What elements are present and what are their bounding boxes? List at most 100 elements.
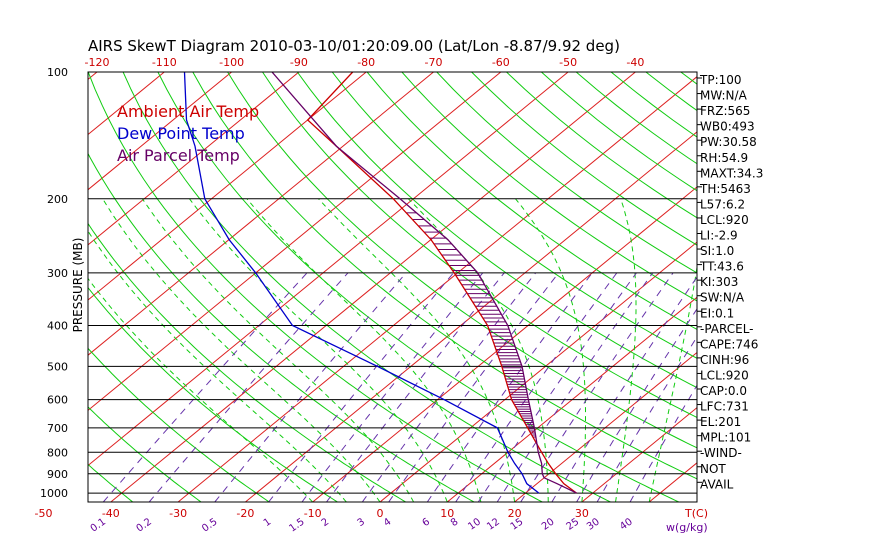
mixing-ratio-line <box>361 272 536 502</box>
mixing-ratio-line <box>268 272 454 502</box>
chart-title: AIRS SkewT Diagram 2010-03-10/01:20:09.0… <box>88 37 620 55</box>
dry-adiabat-line <box>471 72 697 246</box>
moist-adiabat-line <box>141 198 415 502</box>
mixing-ratio-line <box>629 384 697 502</box>
mixing-ratio-line <box>301 272 484 502</box>
moist-adiabat-line <box>88 230 347 502</box>
mixing-ratio-lines <box>102 272 697 502</box>
index-label: SI:1.0 <box>700 244 734 258</box>
mixing-ratio-tick: 1 <box>262 516 274 529</box>
index-label: MAXT:34.3 <box>700 166 763 180</box>
isotherm-line <box>88 72 300 246</box>
bottom-temperature-tick: -10 <box>304 507 322 520</box>
top-temperature-tick: -90 <box>290 56 308 69</box>
isotherm-line <box>446 296 697 502</box>
pressure-tick-label: 300 <box>47 267 68 280</box>
index-label: PW:30.58 <box>700 135 757 149</box>
isotherm-line <box>784 72 870 502</box>
isotherm-line <box>88 72 569 467</box>
moist-adiabat-line <box>318 198 516 502</box>
top-temperature-tick: -40 <box>626 56 644 69</box>
mixing-ratio-line <box>388 272 559 502</box>
mixing-ratio-tick: 3 <box>355 516 367 529</box>
cape-hatching <box>406 212 536 438</box>
isotherm-line <box>88 72 434 356</box>
moist-adiabat-line <box>648 264 697 502</box>
mixing-ratio-line <box>576 308 697 502</box>
bottom-temperature-axis: -50 -40 -30 -20 -10 0 10 20 30 T(C) <box>35 507 708 520</box>
top-temperature-tick: -80 <box>357 56 375 69</box>
isotherm-line <box>245 131 697 502</box>
index-label: EL:201 <box>700 415 741 429</box>
top-temperature-tick: -70 <box>425 56 443 69</box>
dry-adiabat-lines <box>88 72 697 502</box>
dry-adiabat-line <box>122 72 611 502</box>
isotherm-line <box>88 72 502 412</box>
index-label: LCL:920 <box>700 368 749 382</box>
pressure-tick-label: 900 <box>47 468 68 481</box>
pressure-tick-label: 200 <box>47 193 68 206</box>
isotherm-line <box>581 407 697 502</box>
dry-adiabat-line <box>401 72 697 302</box>
mixing-ratio-tick: 2 <box>320 516 332 529</box>
index-label: WB0:493 <box>700 120 755 134</box>
pressure-tick-label: 100 <box>47 66 68 79</box>
mixing-ratio-tick: 4 <box>382 516 394 529</box>
mixing-ratio-line <box>426 272 593 502</box>
dry-adiabat-line <box>296 72 697 389</box>
dry-adiabat-line <box>227 72 697 449</box>
index-label: MW:N/A <box>700 89 748 103</box>
mixing-ratio-line <box>214 272 407 502</box>
dry-adiabat-line <box>88 347 270 502</box>
dry-adiabat-line <box>436 72 697 274</box>
index-label: LI:-2.9 <box>700 229 738 243</box>
mixing-ratio-line <box>102 272 308 502</box>
bottom-temperature-tick: -20 <box>236 507 254 520</box>
pressure-tick-label: 800 <box>47 446 68 459</box>
y-axis-label: PRESSURE (MB) <box>71 238 85 333</box>
mixing-ratio-line <box>326 272 505 502</box>
mixing-ratio-unit-label: w(g/kg) <box>666 521 708 534</box>
index-label: AVAIL <box>700 477 734 491</box>
index-label: TH:5463 <box>699 182 751 196</box>
top-temperature-tick: -50 <box>559 56 577 69</box>
index-label: RH:54.9 <box>700 151 748 165</box>
isotherm-line <box>177 76 697 502</box>
index-label: FRZ:565 <box>700 104 750 118</box>
bottom-temperature-tick: 20 <box>508 507 522 520</box>
index-label: L57:6.2 <box>700 197 745 211</box>
legend-entry: Air Parcel Temp <box>117 146 240 165</box>
pressure-tick-label: 500 <box>47 360 68 373</box>
bottom-temperature-tick: -40 <box>102 507 120 520</box>
dry-adiabat-line <box>645 72 697 112</box>
series-line <box>183 72 540 494</box>
plot-frame <box>87 71 698 503</box>
plot-border <box>87 71 698 503</box>
dry-adiabat-line <box>366 72 697 330</box>
dry-adiabat-line <box>88 406 202 502</box>
bottom-temperature-tick: 30 <box>575 507 589 520</box>
index-label: EI:0.1 <box>700 306 734 320</box>
isotherm-line <box>379 241 697 502</box>
mixing-ratio-tick: 10 <box>466 516 483 532</box>
moist-adiabat-line <box>515 198 586 502</box>
isotherm-line <box>88 72 232 191</box>
dry-adiabat-line <box>192 72 697 480</box>
mixing-ratio-tick: 6 <box>420 516 432 529</box>
dry-adiabat-line <box>331 72 697 359</box>
mixing-ratio-tick: 0.5 <box>200 516 219 534</box>
mixing-ratio-line <box>496 272 654 502</box>
index-label: CAPE:746 <box>700 337 758 351</box>
mixing-ratio-line <box>520 272 674 502</box>
isotherm-line <box>648 462 697 502</box>
pressure-tick-label: 400 <box>47 320 68 333</box>
bottom-temperature-tick: -50 <box>35 507 53 520</box>
chart-legend: Ambient Air Temp Dew Point Temp Air Parcel… <box>117 102 259 165</box>
moist-adiabat-line <box>408 198 549 502</box>
pressure-tick-label: 1000 <box>40 487 68 500</box>
mixing-ratio-tick: 40 <box>618 516 635 532</box>
dry-adiabat-line <box>88 152 475 502</box>
mixing-ratio-tick: 0.2 <box>135 516 154 534</box>
